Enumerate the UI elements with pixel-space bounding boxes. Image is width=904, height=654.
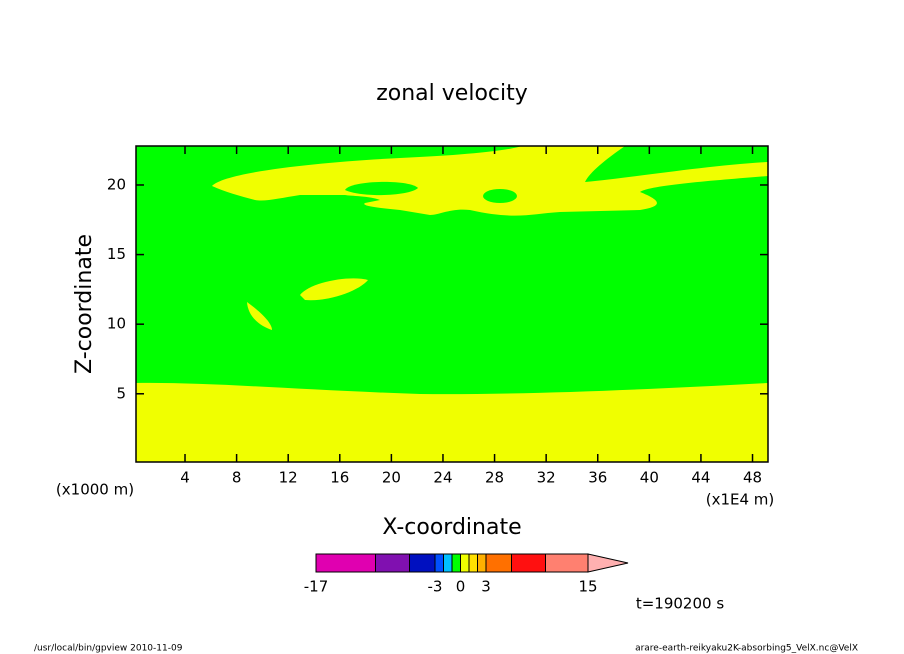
colorbar-segment <box>485 553 512 573</box>
footer-right: arare-earth-reikyaku2K-absorbing5_VelX.n… <box>635 644 858 654</box>
x-tick-label: 16 <box>330 469 349 487</box>
y-unit: (x1000 m) <box>56 481 134 499</box>
contour-region <box>345 181 418 196</box>
colorbar-extension <box>587 553 629 573</box>
y-tick-label: 15 <box>107 245 126 263</box>
chart-title: zonal velocity <box>376 81 528 106</box>
y-axis-label: Z-coordinate <box>72 234 97 374</box>
contour-region <box>483 189 517 203</box>
x-tick-label: 4 <box>180 469 190 487</box>
colorbar-tick-label: 15 <box>578 578 597 596</box>
x-tick-label: 40 <box>640 469 659 487</box>
colorbar-tick-label: 3 <box>481 578 491 596</box>
contour-field <box>136 146 768 462</box>
x-tick-label: 8 <box>232 469 242 487</box>
x-tick-label: 20 <box>382 469 401 487</box>
colorbar-segment <box>315 553 376 573</box>
contour-region <box>136 382 768 462</box>
contour-region <box>212 146 768 216</box>
x-tick-label: 48 <box>743 469 762 487</box>
x-tick-label: 44 <box>691 469 710 487</box>
colorbar-segment <box>434 553 444 573</box>
time-label: t=190200 s <box>636 595 724 613</box>
x-tick-label: 24 <box>433 469 452 487</box>
colorbar-segment <box>468 553 478 573</box>
colorbar-segment <box>477 553 487 573</box>
colorbar-tick-label: -3 <box>428 578 443 596</box>
colorbar-tick-label: 0 <box>456 578 466 596</box>
colorbar-segment <box>511 553 546 573</box>
x-unit: (x1E4 m) <box>706 491 775 509</box>
colorbar-segment <box>443 553 453 573</box>
y-tick-label: 20 <box>107 175 126 193</box>
contour-region <box>247 302 272 330</box>
colorbar-segment <box>545 553 589 573</box>
footer-left: /usr/local/bin/gpview 2010-11-09 <box>34 644 183 654</box>
y-tick-label: 5 <box>116 384 126 402</box>
colorbar-segment <box>409 553 436 573</box>
x-tick-label: 28 <box>485 469 504 487</box>
x-tick-label: 12 <box>279 469 298 487</box>
x-tick-label: 36 <box>588 469 607 487</box>
plot-frame <box>135 145 769 463</box>
colorbar-tick-label: -17 <box>304 578 329 596</box>
colorbar-segment <box>460 553 470 573</box>
x-tick-label: 32 <box>537 469 556 487</box>
contour-region <box>300 278 368 301</box>
colorbar-segment <box>375 553 410 573</box>
colorbar-segment <box>451 553 461 573</box>
y-tick-label: 10 <box>107 315 126 333</box>
x-axis-label: X-coordinate <box>382 515 521 540</box>
